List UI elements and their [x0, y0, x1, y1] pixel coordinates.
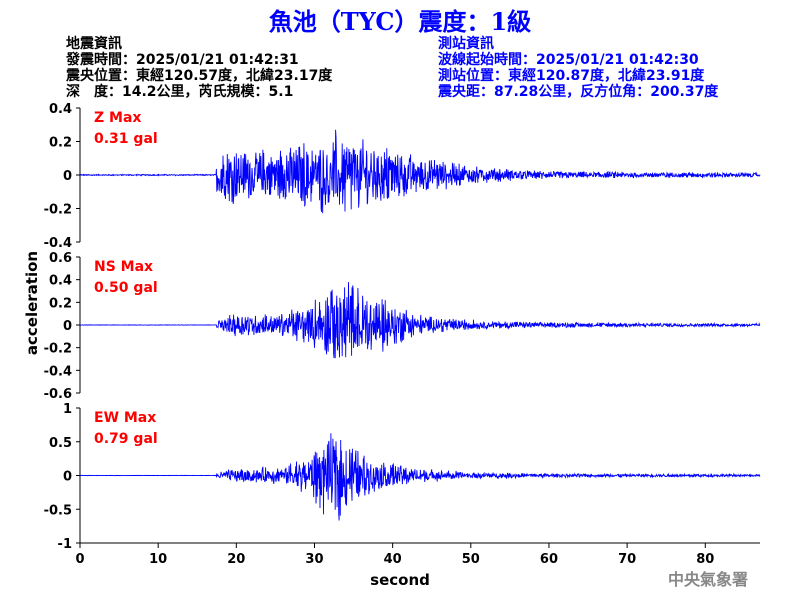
y-tick-label: 0.4: [49, 102, 72, 117]
x-tick-label: 60: [540, 552, 558, 567]
station-location: 測站位置：東經120.87度，北緯23.91度: [438, 68, 705, 84]
x-tick-label: 50: [462, 552, 480, 567]
y-tick-label: -0.4: [44, 364, 72, 379]
earthquake-info-heading: 地震資訊: [66, 36, 122, 52]
y-tick-label: -0.2: [44, 342, 72, 357]
y-tick-label: 0: [63, 319, 72, 334]
x-tick-label: 40: [384, 552, 402, 567]
earthquake-info: 地震資訊 發震時間：2025/01/21 01:42:31 震央位置：東經120.5…: [66, 36, 332, 100]
max-value-z: 0.31 gal: [94, 131, 158, 147]
trace-ew: [79, 433, 761, 521]
y-tick-label: -1: [58, 537, 72, 552]
wave-start-time: 波線起始時間：2025/01/21 01:42:30: [438, 52, 699, 68]
x-tick-label: 20: [227, 552, 245, 567]
page-title: 魚池（TYC）震度：1級: [268, 7, 532, 36]
trace-z: [79, 129, 761, 214]
trace-ns: [80, 282, 761, 359]
y-tick-label: 0: [63, 169, 72, 184]
max-label-ew: EW Max: [94, 410, 156, 426]
x-tick-label: 0: [75, 552, 84, 567]
y-tick-label: 0.6: [49, 251, 72, 266]
y-tick-label: -0.4: [44, 236, 72, 251]
y-tick-label: -0.2: [44, 203, 72, 218]
max-label-z: Z Max: [94, 110, 141, 126]
y-tick-label: 0.2: [49, 136, 72, 151]
y-tick-label: 0.5: [49, 436, 72, 451]
epicentral-distance: 震央距：87.28公里，反方位角：200.37度: [438, 84, 719, 100]
x-tick-label: 70: [618, 552, 636, 567]
y-tick-label: 0: [63, 470, 72, 485]
max-value-ns: 0.50 gal: [94, 280, 158, 296]
epicenter: 震央位置：東經120.57度，北緯23.17度: [66, 68, 333, 84]
max-value-ew: 0.79 gal: [94, 431, 158, 447]
x-axis-label: second: [370, 571, 430, 589]
agency-credit: 中央氣象署: [667, 570, 748, 589]
station-info: 測站資訊 波線起始時間：2025/01/21 01:42:30 測站位置：東經120…: [438, 36, 718, 100]
max-label-ns: NS Max: [94, 259, 153, 275]
y-axis-label: acceleration: [23, 251, 41, 355]
y-tick-label: -0.6: [44, 387, 72, 402]
origin-time: 發震時間：2025/01/21 01:42:31: [66, 52, 299, 68]
y-tick-label: 0.2: [49, 296, 72, 311]
station-info-heading: 測站資訊: [438, 36, 494, 52]
y-tick-label: 0.4: [49, 274, 72, 289]
y-tick-label: -0.5: [44, 503, 72, 518]
x-tick-label: 30: [305, 552, 323, 567]
x-tick-label: 80: [696, 552, 714, 567]
depth-magnitude: 深 度：14.2公里，芮氏規模：5.1: [66, 84, 294, 100]
y-tick-label: 1: [63, 402, 72, 417]
x-tick-label: 10: [149, 552, 167, 567]
